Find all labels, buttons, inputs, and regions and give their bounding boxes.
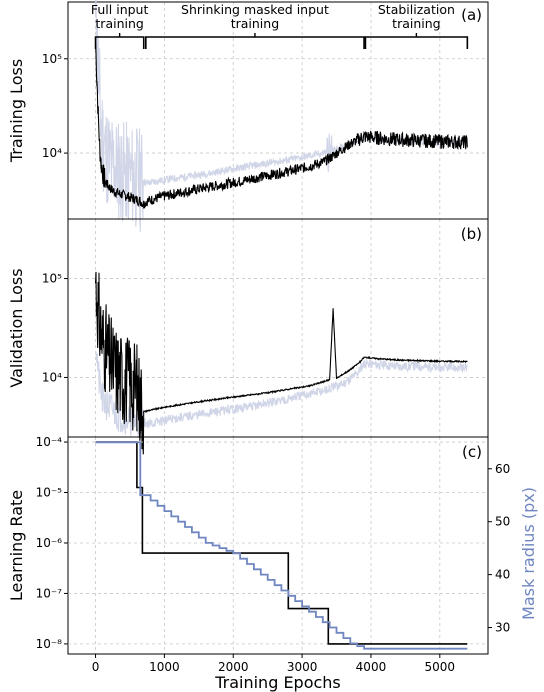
panel-b-frame xyxy=(67,218,489,438)
phase-sublabel-0: training xyxy=(95,16,143,31)
panel-b-ytick-label: 10⁴ xyxy=(42,370,62,384)
panel-c-ytick-label: 10⁻⁷ xyxy=(36,586,63,600)
panel-c-frame xyxy=(67,436,489,655)
panel-c-right-ytick-label: 40 xyxy=(495,568,510,582)
panel-b-series-1 xyxy=(94,271,468,455)
phase-label-2: Stabilization xyxy=(378,2,455,17)
x-tick-label: 5000 xyxy=(425,660,456,674)
x-tick-label: 1000 xyxy=(149,660,180,674)
panel-c-ytick-label: 10⁻⁴ xyxy=(36,435,63,449)
panel-b-series-0 xyxy=(94,351,468,440)
phase-bracket-0 xyxy=(94,36,145,49)
panel-a-ytick-label: 10⁴ xyxy=(42,146,62,160)
panel-c-ylabel: Learning Rate xyxy=(7,490,26,601)
x-axis-label: Training Epochs xyxy=(214,673,341,692)
phase-sublabel-1: training xyxy=(231,16,279,31)
x-tick-label: 4000 xyxy=(356,660,387,674)
panel-c-ylabel-right: Mask radius (px) xyxy=(519,487,538,620)
panel-a-series-1 xyxy=(94,42,468,210)
panel-a-frame xyxy=(67,1,489,220)
panel-b-ylabel: Validation Loss xyxy=(7,268,26,387)
x-tick-label: 0 xyxy=(92,660,100,674)
phase-bracket-2 xyxy=(364,36,469,49)
panel-a-letter: (a) xyxy=(461,6,482,24)
panel-b-ytick-label: 10⁵ xyxy=(42,272,62,286)
panel-c-right-ytick-label: 60 xyxy=(495,462,510,476)
panel-c-ytick-label: 10⁻⁸ xyxy=(36,637,63,651)
panel-a-ytick-label: 10⁵ xyxy=(42,52,62,66)
phase-sublabel-2: training xyxy=(392,16,440,31)
panel-c-series-0 xyxy=(95,441,468,645)
panel-c-letter: (c) xyxy=(462,443,482,461)
panel-a-ylabel: Training Loss xyxy=(7,59,26,163)
phase-bracket-1 xyxy=(145,36,365,49)
panel-c-ytick-label: 10⁻⁵ xyxy=(36,486,63,500)
panel-c-series-1 xyxy=(95,441,468,650)
x-tick-label: 2000 xyxy=(218,660,249,674)
panel-b-letter: (b) xyxy=(461,225,482,243)
panel-c-right-ytick-label: 50 xyxy=(495,515,510,529)
phase-label-1: Shrinking masked input xyxy=(181,2,329,17)
panel-c-right-ytick-label: 30 xyxy=(495,621,510,635)
panel-a-series-0 xyxy=(94,0,468,232)
phase-label-0: Full input xyxy=(91,2,149,17)
panel-c-ytick-label: 10⁻⁶ xyxy=(36,536,63,550)
x-tick-label: 3000 xyxy=(287,660,318,674)
